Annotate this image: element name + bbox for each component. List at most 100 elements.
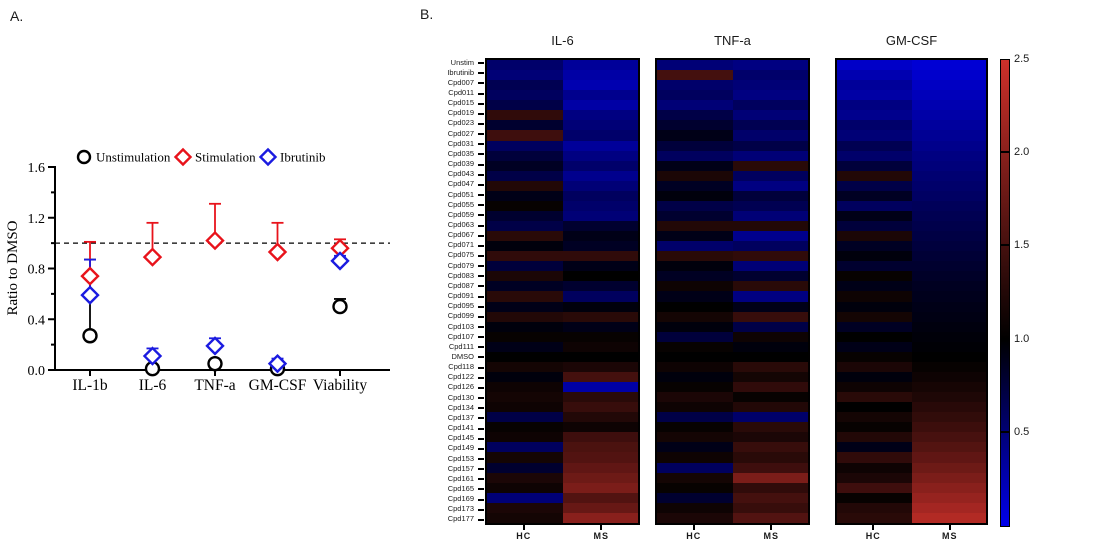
heatmap-cell	[562, 432, 638, 443]
heatmap-cell	[562, 231, 638, 242]
heatmap-cell	[911, 341, 986, 352]
heatmap-cell	[837, 140, 912, 151]
heatmap-cell	[911, 462, 986, 473]
heatmap-cell	[487, 160, 563, 171]
row-tick	[478, 427, 484, 430]
heatmap-cell	[837, 100, 912, 111]
heatmap-cell	[562, 281, 638, 292]
heatmap-cell	[657, 130, 733, 141]
heatmap-cell	[911, 452, 986, 463]
legend-item: Stimulation	[173, 147, 256, 167]
heatmap-cell	[657, 200, 733, 211]
heatmap-row	[657, 402, 808, 413]
row-tick	[478, 92, 484, 95]
row-tick	[478, 265, 484, 268]
heatmap-cell	[732, 261, 808, 272]
heatmap-cell	[562, 221, 638, 232]
heatmap-cell	[732, 241, 808, 252]
col-tick	[872, 525, 875, 530]
heatmap-cell	[837, 402, 912, 413]
heatmap-cell	[911, 412, 986, 423]
row-label: Cpd007	[447, 77, 474, 87]
y-tick-label: 0.4	[28, 313, 46, 328]
row-label: Cpd023	[447, 118, 474, 128]
heatmap-row	[487, 120, 638, 131]
heatmap-row	[487, 482, 638, 493]
row-label: Cpd177	[447, 514, 474, 524]
heatmap-cell	[911, 110, 986, 121]
heatmap-cell	[911, 402, 986, 413]
heatmap-row	[657, 210, 808, 221]
heatmap-cell	[487, 210, 563, 221]
heatmap-row	[837, 331, 986, 342]
heatmap-cell	[487, 140, 563, 151]
heatmap-row	[837, 231, 986, 242]
heatmap-row	[487, 392, 638, 403]
row-label: Cpd153	[447, 453, 474, 463]
heatmap-cell	[837, 221, 912, 232]
row-tick	[478, 214, 484, 217]
col-label-ms: MS	[942, 531, 958, 541]
row-tick	[478, 386, 484, 389]
heatmap-cell	[657, 341, 733, 352]
heatmap-cell	[837, 301, 912, 312]
marker-circle	[332, 298, 348, 315]
heatmap-cell	[657, 180, 733, 191]
heatmap-cell	[911, 261, 986, 272]
row-tick	[478, 173, 484, 176]
heatmap-row	[657, 70, 808, 81]
heatmap-cell	[911, 351, 986, 362]
heatmap-row	[837, 60, 986, 71]
heatmap-row	[837, 241, 986, 252]
col-label-hc: HC	[865, 531, 881, 541]
row-tick	[478, 508, 484, 511]
heatmap-cell	[657, 281, 733, 292]
heatmap-row	[657, 371, 808, 382]
heatmap-row	[657, 160, 808, 171]
legend-label: Ibrutinib	[280, 150, 326, 165]
row-tick	[478, 488, 484, 491]
heatmap-cell	[562, 160, 638, 171]
heatmap-cell	[837, 462, 912, 473]
row-label: Cpd118	[448, 362, 474, 372]
heatmap-row	[487, 130, 638, 141]
heatmap-cell	[911, 271, 986, 282]
heatmap-cell	[911, 311, 986, 322]
col-tick	[600, 525, 603, 530]
row-label: Cpd145	[447, 433, 474, 443]
heatmap-cell	[911, 422, 986, 433]
heatmap-cell	[837, 452, 912, 463]
heatmap-row	[837, 120, 986, 131]
heatmap-cell	[732, 402, 808, 413]
colorbar-tick-label: 2.5	[1014, 53, 1030, 65]
heatmap-row	[487, 512, 638, 523]
row-label: Cpd126	[447, 382, 474, 392]
heatmap-cell	[487, 392, 563, 403]
heatmap-cell	[732, 512, 808, 523]
heatmap-cell	[657, 371, 733, 382]
heatmap-cell	[487, 331, 563, 342]
heatmap-row	[487, 341, 638, 352]
heatmap-cell	[562, 422, 638, 433]
heatmap-cell	[732, 392, 808, 403]
heatmap-cell	[732, 221, 808, 232]
heatmap-cell	[837, 231, 912, 242]
heatmap-cell	[562, 130, 638, 141]
row-tick	[478, 133, 484, 136]
heatmap-row	[487, 271, 638, 282]
heatmap-cell	[562, 351, 638, 362]
row-label: Cpd137	[447, 412, 474, 422]
heatmap-cell	[732, 311, 808, 322]
heatmap-cell	[732, 150, 808, 161]
heatmap-cell	[837, 472, 912, 483]
heatmap-cell	[562, 382, 638, 393]
heatmap-row	[487, 190, 638, 201]
heatmap-row	[837, 472, 986, 483]
heatmap-cell	[562, 150, 638, 161]
heatmap-row	[487, 110, 638, 121]
row-tick	[478, 356, 484, 359]
row-tick	[478, 224, 484, 227]
heatmap-cell	[911, 321, 986, 332]
heatmap-cell	[562, 472, 638, 483]
row-label: Cpd035	[447, 148, 474, 158]
